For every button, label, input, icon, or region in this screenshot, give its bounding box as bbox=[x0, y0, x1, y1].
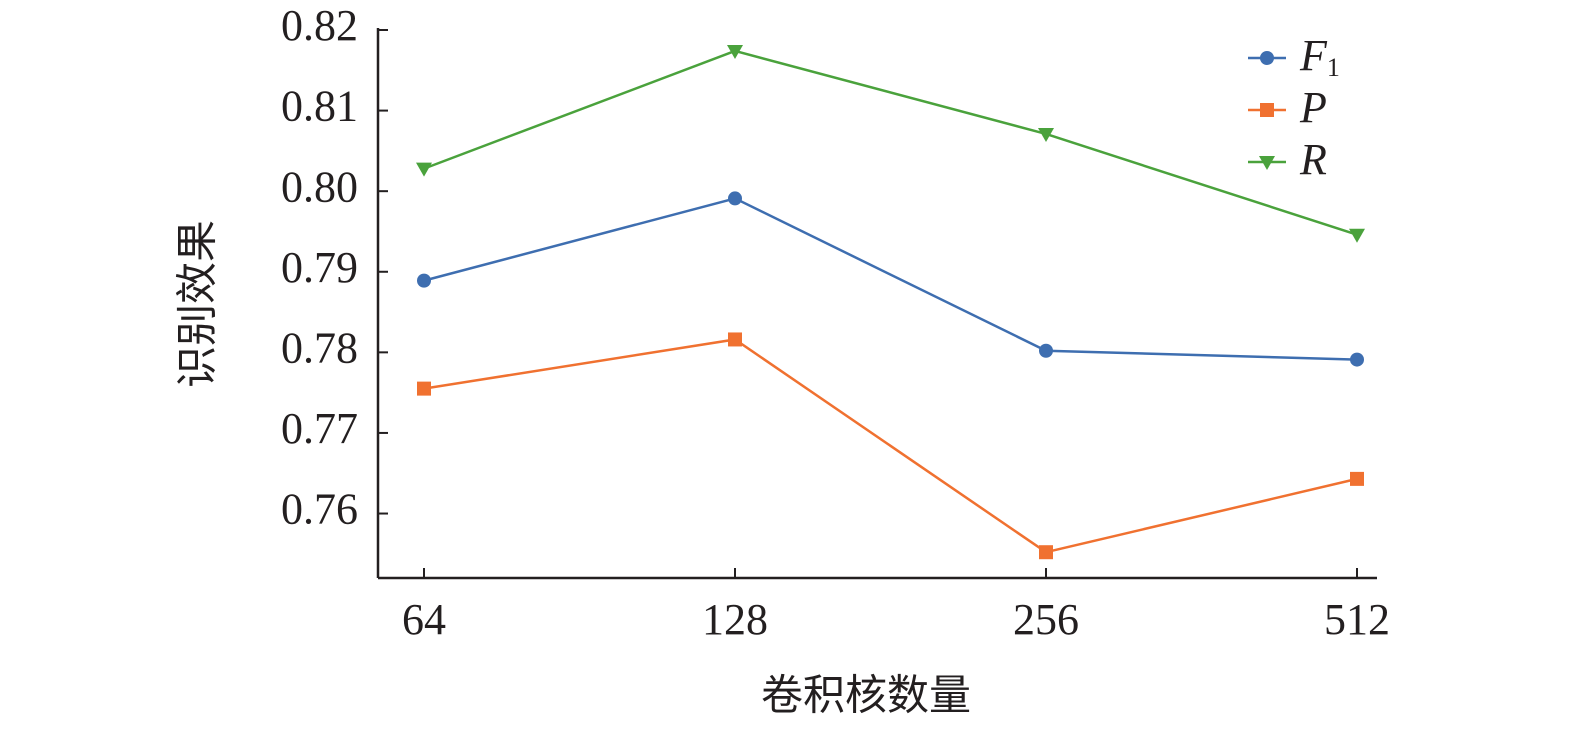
legend-marker bbox=[1260, 51, 1274, 65]
point bbox=[728, 332, 742, 347]
legend-label: F1 bbox=[1299, 31, 1340, 82]
x-tick-label: 512 bbox=[1324, 595, 1390, 644]
legend-marker bbox=[1260, 103, 1274, 117]
line bbox=[423, 338, 1358, 554]
point bbox=[1039, 545, 1053, 560]
point bbox=[416, 162, 432, 177]
y-tick-label: 0.80 bbox=[281, 162, 358, 211]
point bbox=[1039, 343, 1053, 358]
legend-label: P bbox=[1299, 83, 1327, 132]
line bbox=[423, 197, 1358, 361]
point bbox=[417, 273, 431, 288]
legend-label: R bbox=[1299, 135, 1327, 184]
x-tick-label: 256 bbox=[1013, 595, 1079, 644]
point bbox=[728, 191, 742, 206]
y-tick-label: 0.79 bbox=[281, 243, 358, 292]
x-axis-label: 卷积核数量 bbox=[761, 671, 971, 720]
x-tick-label: 64 bbox=[402, 595, 446, 644]
y-tick-label: 0.81 bbox=[281, 82, 358, 131]
point bbox=[1350, 471, 1364, 486]
point bbox=[727, 44, 743, 59]
point bbox=[1038, 127, 1054, 142]
point bbox=[1349, 228, 1365, 243]
y-axis-label: 识别效果 bbox=[173, 220, 222, 388]
y-tick-label: 0.77 bbox=[281, 404, 358, 453]
line bbox=[423, 49, 1358, 236]
legend-marker bbox=[1259, 156, 1275, 170]
y-tick-label: 0.76 bbox=[281, 485, 358, 534]
point bbox=[1350, 352, 1364, 367]
point bbox=[417, 381, 431, 396]
x-tick-label: 128 bbox=[702, 595, 768, 644]
y-tick-label: 0.82 bbox=[281, 1, 358, 50]
y-tick-label: 0.78 bbox=[281, 323, 358, 372]
